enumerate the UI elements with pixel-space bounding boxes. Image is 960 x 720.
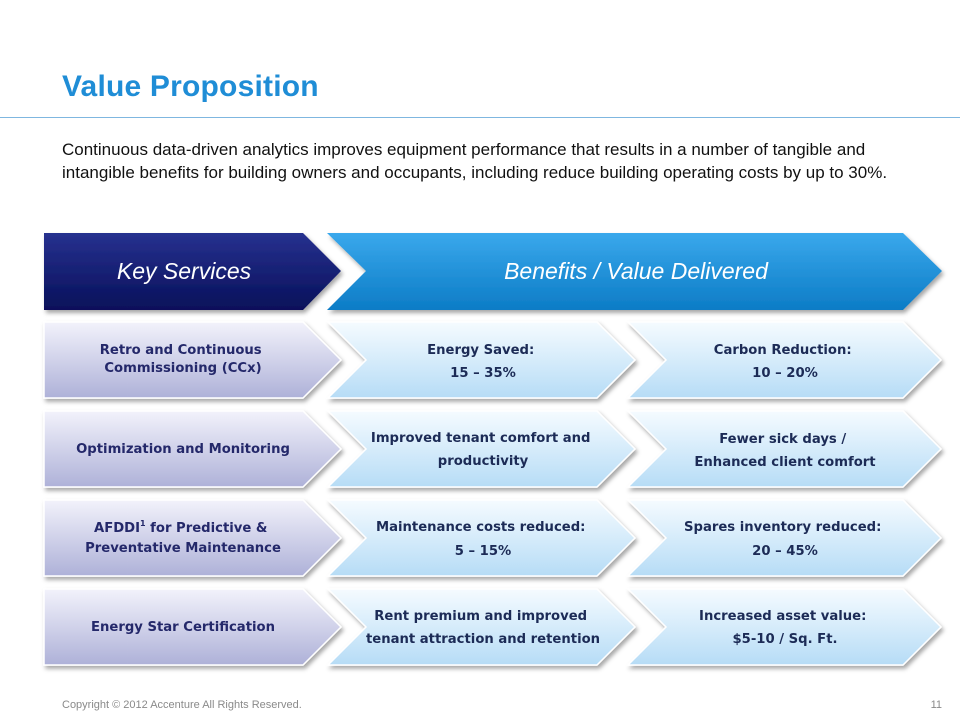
- footer-copyright: Copyright © 2012 Accenture All Rights Re…: [62, 699, 302, 711]
- service-box-energy-star: Energy Star Certification: [43, 588, 343, 666]
- benefit-value: 10 – 20%: [752, 366, 818, 381]
- svg-text:Fewer sick days / Enhanc: Fewer sick days / Enhanced client comfor…: [694, 432, 875, 470]
- service-label: Preventative Maintenance: [85, 541, 281, 556]
- svg-text:Carbon Reduction: 10 – 2: Carbon Reduction: 10 – 20%: [714, 343, 856, 381]
- benefit-value: 20 – 45%: [752, 544, 818, 559]
- benefit-value: 5 – 15%: [455, 544, 512, 559]
- intro-text: Continuous data-driven analytics improve…: [62, 140, 888, 182]
- page-number: 11: [930, 699, 942, 711]
- benefit-label: Energy Saved:: [427, 343, 534, 358]
- service-label: Optimization and Monitoring: [76, 442, 290, 457]
- service-label: for Predictive &: [146, 521, 268, 536]
- benefit-box-spares: Spares inventory reduced: 20 – 45%: [626, 499, 943, 577]
- benefit-label: Spares inventory reduced:: [684, 520, 881, 535]
- svg-text:Retro and Continuous Com: Retro and Continuous Commissioning (CCx): [100, 343, 267, 376]
- benefit-label: tenant attraction and retention: [366, 632, 600, 647]
- svg-text:Improved tenant comfort and: Improved tenant comfort and productivity: [371, 431, 595, 469]
- benefit-value: $5-10 / Sq. Ft.: [732, 632, 837, 647]
- benefit-label: Increased asset value:: [699, 609, 866, 624]
- service-box-afddi: AFDDI1 for Predictive & Preventative Mai…: [43, 499, 343, 577]
- service-label: Commissioning (CCx): [104, 361, 261, 376]
- benefit-label: Maintenance costs reduced:: [376, 520, 585, 535]
- benefit-box-asset-value: Increased asset value: $5-10 / Sq. Ft.: [626, 588, 943, 666]
- title-divider: [0, 117, 960, 118]
- service-box-ccx: Retro and Continuous Commissioning (CCx): [43, 321, 343, 399]
- service-label: Energy Star Certification: [91, 620, 275, 635]
- benefit-label: Carbon Reduction:: [714, 343, 852, 358]
- benefit-box-carbon-reduction: Carbon Reduction: 10 – 20%: [626, 321, 943, 399]
- benefit-label: Improved tenant comfort and: [371, 431, 591, 446]
- benefit-label: Rent premium and improved: [374, 609, 587, 624]
- benefits-label: Benefits / Value Delivered: [504, 258, 769, 284]
- benefit-label: Fewer sick days /: [719, 432, 846, 447]
- svg-text:AFDDI1 for Predictive &: AFDDI1 for Predictive & Preventative Mai…: [85, 519, 281, 556]
- svg-text:Rent premium and improved: Rent premium and improved tenant attract…: [366, 609, 600, 647]
- svg-text:Energy Star Certification: Energy Star Certification: [91, 620, 275, 635]
- svg-text:Optimization and Monitoring: Optimization and Monitoring: [76, 442, 290, 457]
- benefit-box-tenant-comfort: Improved tenant comfort and productivity: [326, 410, 637, 488]
- key-services-label: Key Services: [117, 258, 252, 284]
- service-label: Retro and Continuous: [100, 343, 262, 358]
- benefit-value: 15 – 35%: [450, 366, 516, 381]
- service-label: AFDDI: [94, 521, 140, 536]
- benefit-box-rent-premium: Rent premium and improved tenant attract…: [326, 588, 637, 666]
- slide-title: Value Proposition: [62, 70, 319, 103]
- benefits-header: Benefits / Value Delivered: [327, 233, 942, 310]
- service-box-optimization: Optimization and Monitoring: [43, 410, 343, 488]
- benefit-label: Enhanced client comfort: [694, 455, 875, 470]
- footnote-marker: 1: [140, 519, 146, 528]
- svg-text:Spares inventory reduced:: Spares inventory reduced: 20 – 45%: [684, 520, 886, 559]
- benefit-box-sick-days: Fewer sick days / Enhanced client comfor…: [626, 410, 943, 488]
- svg-text:Increased asset value: $: Increased asset value: $5-10 / Sq. Ft.: [699, 609, 871, 647]
- key-services-header: Key Services: [44, 233, 341, 310]
- benefit-box-maintenance: Maintenance costs reduced: 5 – 15%: [326, 499, 637, 577]
- benefit-label: productivity: [438, 454, 529, 469]
- benefit-box-energy-saved: Energy Saved: 15 – 35%: [326, 321, 637, 399]
- svg-text:Energy Saved: 15 – 35%: Energy Saved: 15 – 35%: [427, 343, 539, 381]
- svg-text:Maintenance costs reduced:: Maintenance costs reduced: 5 – 15%: [376, 520, 590, 559]
